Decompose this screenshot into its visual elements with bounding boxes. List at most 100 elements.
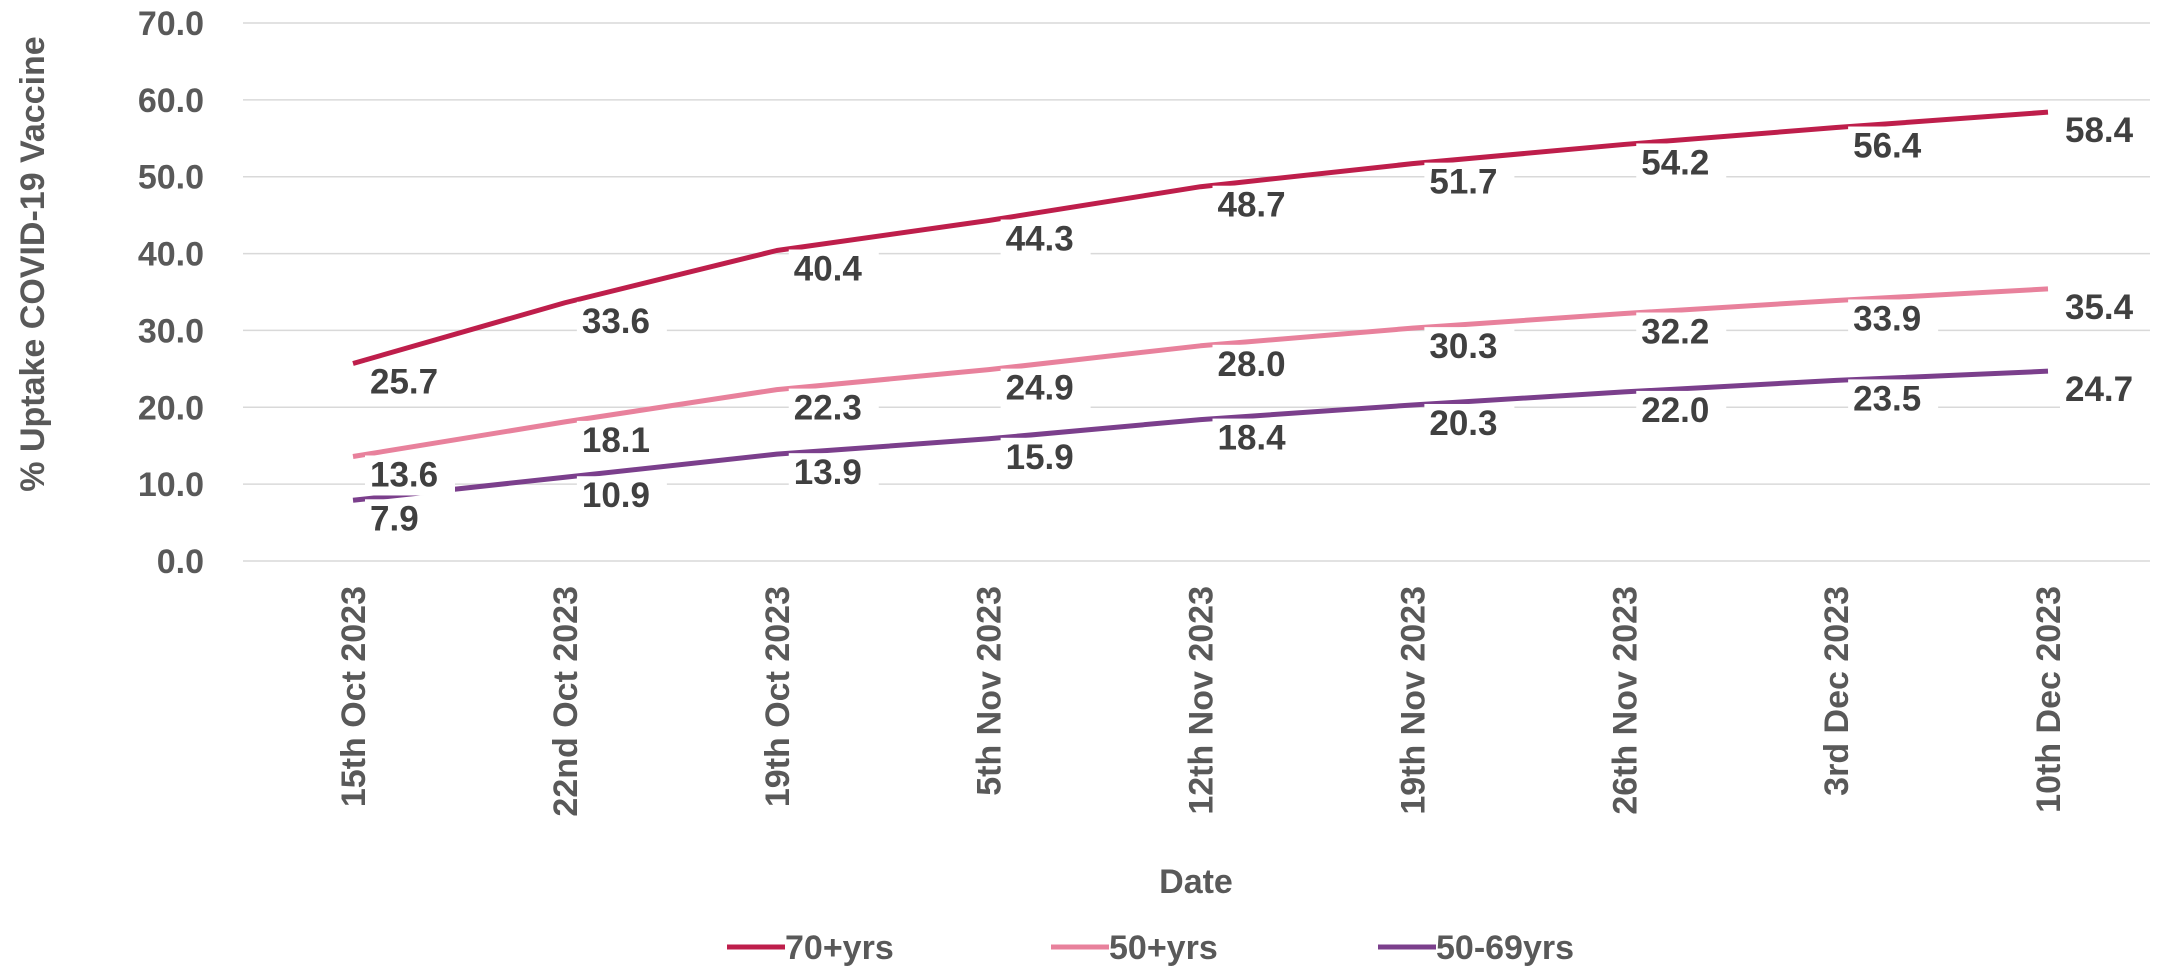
data-label-background — [1848, 126, 1939, 167]
data-label-group: 13.9 — [788, 453, 879, 494]
data-label: 24.9 — [1006, 369, 1074, 408]
data-label: 56.4 — [1853, 127, 1922, 166]
data-label-background — [2060, 111, 2150, 152]
legend-item: 50+yrs — [1051, 929, 1218, 966]
y-tick-label: 30.0 — [138, 312, 204, 350]
data-label: 13.6 — [370, 455, 438, 494]
x-tick-label: 5th Nov 2023 — [971, 586, 1009, 796]
y-tick-label: 10.0 — [138, 466, 204, 504]
data-label: 33.6 — [582, 302, 650, 341]
data-label-background — [1848, 379, 1939, 420]
data-label-group: 35.4 — [2060, 287, 2150, 328]
data-label-group: 30.3 — [1424, 327, 1515, 368]
x-axis-ticks: 15th Oct 2023 22nd Oct 2023 19th Oct 2023 5… — [335, 586, 2068, 817]
data-label-background — [1424, 327, 1515, 368]
y-tick-label: 60.0 — [138, 82, 204, 120]
data-label-background — [365, 455, 455, 496]
data-label: 35.4 — [2065, 288, 2134, 327]
legend-item: 50-69yrs — [1378, 929, 1574, 966]
data-label: 18.4 — [1218, 419, 1287, 458]
x-tick-label: 22nd Oct 2023 — [547, 586, 585, 817]
data-label: 32.2 — [1641, 313, 1709, 352]
data-label-background — [576, 420, 667, 461]
data-label: 58.4 — [2065, 111, 2134, 150]
data-label-group: 33.9 — [1848, 299, 1939, 340]
data-label-background — [788, 249, 879, 290]
data-label-group: 32.2 — [1636, 312, 1727, 353]
data-label: 33.9 — [1853, 299, 1921, 338]
data-label-background — [2060, 370, 2150, 411]
data-label-background — [1212, 185, 1303, 226]
legend-item: 70+yrs — [727, 929, 894, 966]
data-label-background — [1000, 437, 1091, 478]
data-label-group: 20.3 — [1424, 403, 1515, 444]
data-label: 22.0 — [1641, 391, 1709, 430]
data-label-background — [365, 499, 455, 540]
data-label-background — [1636, 390, 1727, 431]
data-label-group: 10.9 — [576, 476, 667, 517]
data-label-group: 56.4 — [1848, 126, 1939, 167]
data-label-background — [1000, 219, 1091, 260]
data-label: 23.5 — [1853, 379, 1921, 418]
data-label: 30.3 — [1429, 327, 1497, 366]
y-tick-label: 20.0 — [138, 389, 204, 427]
series-lines — [352, 109, 2049, 503]
legend: 70+yrs 50+yrs 50-69yrs — [727, 929, 1574, 966]
data-label: 20.3 — [1429, 404, 1497, 443]
y-tick-label: 0.0 — [157, 543, 204, 581]
data-label-group: 15.9 — [1000, 437, 1091, 478]
data-label: 7.9 — [370, 499, 419, 538]
data-label-group: 24.7 — [2060, 370, 2150, 411]
gridlines — [243, 22, 2150, 562]
data-label-group: 22.3 — [788, 388, 879, 429]
data-label-background — [1424, 162, 1515, 203]
data-label-background — [1636, 312, 1727, 353]
data-label-group: 28.0 — [1212, 344, 1303, 385]
series-line-70+yrs — [352, 109, 2049, 366]
series-line-50+yrs — [352, 286, 2049, 459]
data-label-background — [1424, 403, 1515, 444]
data-labels: 25.7 33.6 40.4 44.3 48.7 51.7 54.2 56.4 58.4 13.6… — [365, 111, 2150, 540]
data-label: 44.3 — [1006, 220, 1074, 259]
data-label-background — [788, 388, 879, 429]
data-label-background — [1848, 299, 1939, 340]
data-label-background — [1636, 143, 1727, 184]
y-axis-title: % Uptake COVID-19 Vaccine — [14, 36, 52, 491]
data-label: 54.2 — [1641, 143, 1709, 182]
data-label: 40.4 — [794, 249, 863, 288]
data-label: 18.1 — [582, 421, 650, 460]
data-label-group: 23.5 — [1848, 379, 1939, 420]
data-label-group: 44.3 — [1000, 219, 1091, 260]
data-label-group: 24.9 — [1000, 368, 1091, 409]
data-label-group: 25.7 — [365, 362, 455, 403]
data-label: 22.3 — [794, 389, 862, 428]
data-label-background — [576, 301, 667, 342]
data-label-group: 22.0 — [1636, 390, 1727, 431]
data-label-background — [788, 453, 879, 494]
data-label-group: 7.9 — [365, 499, 455, 540]
data-label-background — [2060, 287, 2150, 328]
x-tick-label: 12th Nov 2023 — [1183, 586, 1221, 815]
legend-label: 50-69yrs — [1436, 929, 1574, 966]
data-label-background — [1212, 344, 1303, 385]
data-label-group: 48.7 — [1212, 185, 1303, 226]
y-tick-label: 70.0 — [138, 5, 204, 43]
data-label-group: 58.4 — [2060, 111, 2150, 152]
data-label-background — [576, 476, 667, 517]
x-tick-label: 15th Oct 2023 — [335, 586, 373, 807]
x-tick-label: 19th Nov 2023 — [1394, 586, 1432, 815]
y-tick-label: 50.0 — [138, 159, 204, 197]
x-tick-label: 10th Dec 2023 — [2030, 586, 2068, 813]
data-label-background — [1212, 418, 1303, 459]
x-tick-label: 19th Oct 2023 — [759, 586, 797, 807]
data-label-group: 40.4 — [788, 249, 879, 290]
x-tick-label: 3rd Dec 2023 — [1818, 586, 1856, 796]
series-line-50-69yrs — [352, 368, 2049, 503]
y-axis-ticks: 0.0 10.0 20.0 30.0 40.0 50.0 60.0 70.0 — [138, 5, 204, 581]
data-label-group: 51.7 — [1424, 162, 1515, 203]
data-label: 15.9 — [1006, 438, 1074, 477]
data-label: 24.7 — [2065, 370, 2133, 409]
data-label-group: 54.2 — [1636, 143, 1727, 184]
data-label: 10.9 — [582, 476, 650, 515]
